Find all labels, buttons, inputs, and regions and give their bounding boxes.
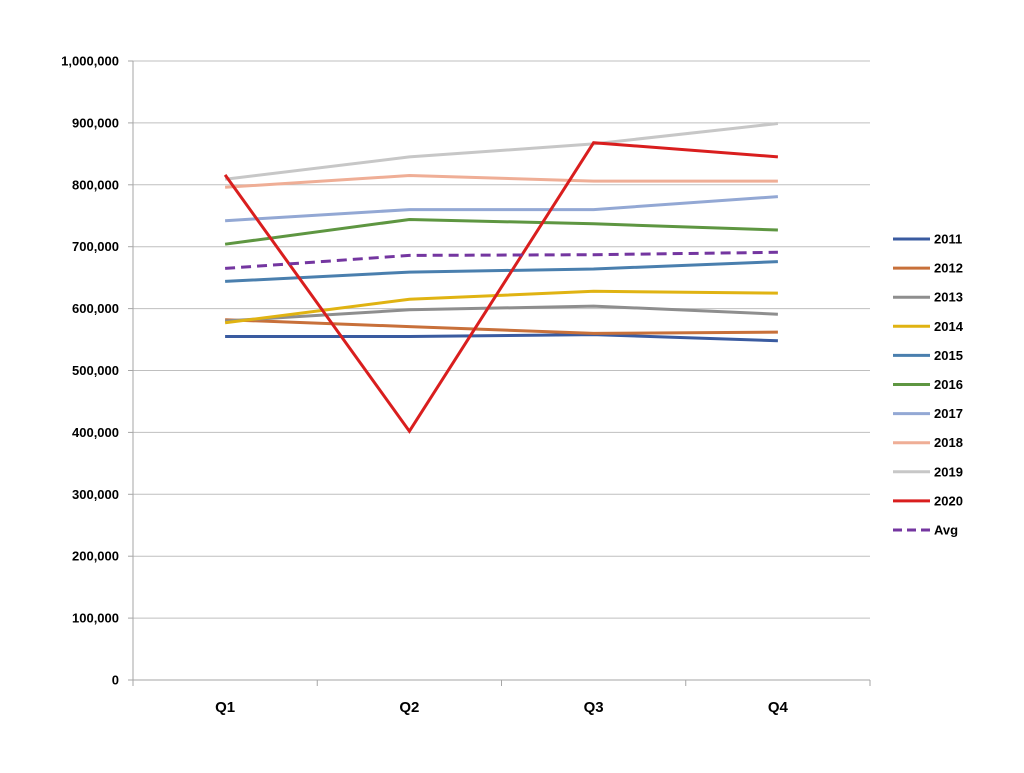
legend-item: 2012 [893,261,963,276]
legend-label: Avg [934,523,958,538]
series-line [224,217,778,246]
legend-item: 2014 [893,319,964,334]
y-tick-label: 300,000 [72,487,119,502]
legend-item: 2018 [893,435,963,450]
y-tick-label: 0 [112,673,119,688]
y-tick-label: 900,000 [72,115,119,130]
legend-label: 2019 [934,464,963,479]
legend-label: 2011 [934,232,962,247]
series-line [225,304,778,323]
series-2018 [225,173,778,189]
legend-item: 2015 [893,348,963,363]
series-line [224,250,778,270]
legend-label: 2016 [934,377,963,392]
legend-item: 2019 [893,464,963,479]
y-tick-label: 100,000 [72,611,119,626]
y-tick-label: 800,000 [72,177,119,192]
legend-label: 2020 [934,493,963,508]
y-tick-label: 700,000 [72,239,119,254]
x-category-label: Q4 [768,699,789,716]
legend-label: 2013 [934,290,963,305]
legend-item: 2016 [893,377,963,392]
x-category-label: Q1 [215,699,235,716]
series-2014 [224,289,778,325]
legend-label: 2017 [934,406,963,421]
series-line [225,260,778,283]
series-2015 [225,260,778,283]
legend-item: 2013 [893,290,963,305]
series-line [224,122,779,181]
series-2013 [225,304,778,323]
series-line [225,318,778,335]
series-2019 [224,122,779,181]
y-tick-label: 500,000 [72,363,119,378]
legend: 2011 2012 2013 2014 2015 2016 2017 2018 2019 2020… [893,232,964,538]
y-tick-label: 200,000 [72,549,119,564]
series-2016 [224,217,778,246]
series-lines [223,122,779,434]
legend-label: 2018 [934,435,963,450]
series-2017 [225,195,779,223]
legend-label: 2012 [934,261,963,276]
legend-item: 2020 [893,493,963,508]
series-line [223,141,779,434]
legend-label: 2015 [934,348,963,363]
series-avg [224,250,778,270]
y-tick-label: 600,000 [72,301,119,316]
series-line [225,173,778,189]
series-line [225,333,778,343]
axes: 0 100,000 200,000 300,000 400,000 500,000 600,… [61,54,871,716]
series-2012 [225,318,778,335]
legend-item: 2017 [893,406,963,421]
series-2020 [223,141,779,434]
series-line [225,195,779,223]
x-category-label: Q2 [399,699,419,716]
y-tick-label: 1,000,000 [61,54,119,69]
legend-item: 2011 [893,232,962,247]
y-tick-label: 400,000 [72,425,119,440]
series-2011 [225,333,778,343]
series-line [224,289,778,325]
x-category-label: Q3 [584,699,604,716]
legend-label: 2014 [934,319,964,334]
legend-item: Avg [893,523,958,538]
